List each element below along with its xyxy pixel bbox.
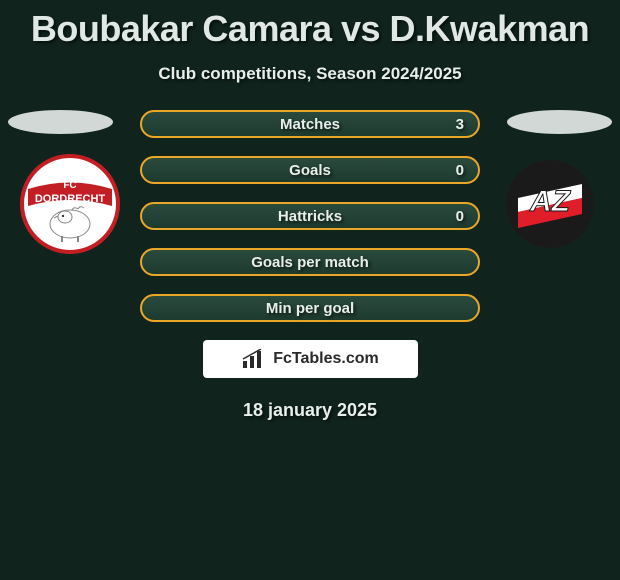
- stat-row-mpg: Min per goal: [140, 294, 480, 322]
- watermark: FcTables.com: [203, 340, 418, 378]
- stat-value-right: 3: [456, 116, 464, 133]
- right-team-badge: AZ: [500, 154, 600, 254]
- svg-text:FC: FC: [63, 180, 76, 191]
- stat-row-goals: Goals 0: [140, 156, 480, 184]
- stat-row-hattricks: Hattricks 0: [140, 202, 480, 230]
- right-player-oval: [507, 110, 612, 134]
- stat-label: Goals per match: [251, 254, 369, 271]
- subtitle: Club competitions, Season 2024/2025: [0, 64, 620, 84]
- comparison-panel: FC DORDRECHT AZ Matches 3 Goals 0: [0, 110, 620, 421]
- dordrecht-badge-icon: FC DORDRECHT: [20, 154, 120, 254]
- stat-label: Matches: [280, 116, 340, 133]
- svg-text:DORDRECHT: DORDRECHT: [35, 193, 106, 205]
- bars-icon: [241, 349, 267, 369]
- page-title: Boubakar Camara vs D.Kwakman: [0, 0, 620, 50]
- stat-label: Hattricks: [278, 208, 342, 225]
- watermark-text: FcTables.com: [273, 350, 379, 368]
- left-team-badge: FC DORDRECHT: [20, 154, 120, 254]
- date: 18 january 2025: [0, 400, 620, 421]
- stat-label: Min per goal: [266, 300, 354, 317]
- az-badge-icon: AZ: [500, 154, 600, 254]
- svg-text:AZ: AZ: [529, 185, 572, 218]
- stat-row-gpm: Goals per match: [140, 248, 480, 276]
- left-player-oval: [8, 110, 113, 134]
- stat-label: Goals: [289, 162, 331, 179]
- stat-rows: Matches 3 Goals 0 Hattricks 0 Goals per …: [140, 110, 480, 322]
- stat-value-right: 0: [456, 208, 464, 225]
- stat-value-right: 0: [456, 162, 464, 179]
- stat-row-matches: Matches 3: [140, 110, 480, 138]
